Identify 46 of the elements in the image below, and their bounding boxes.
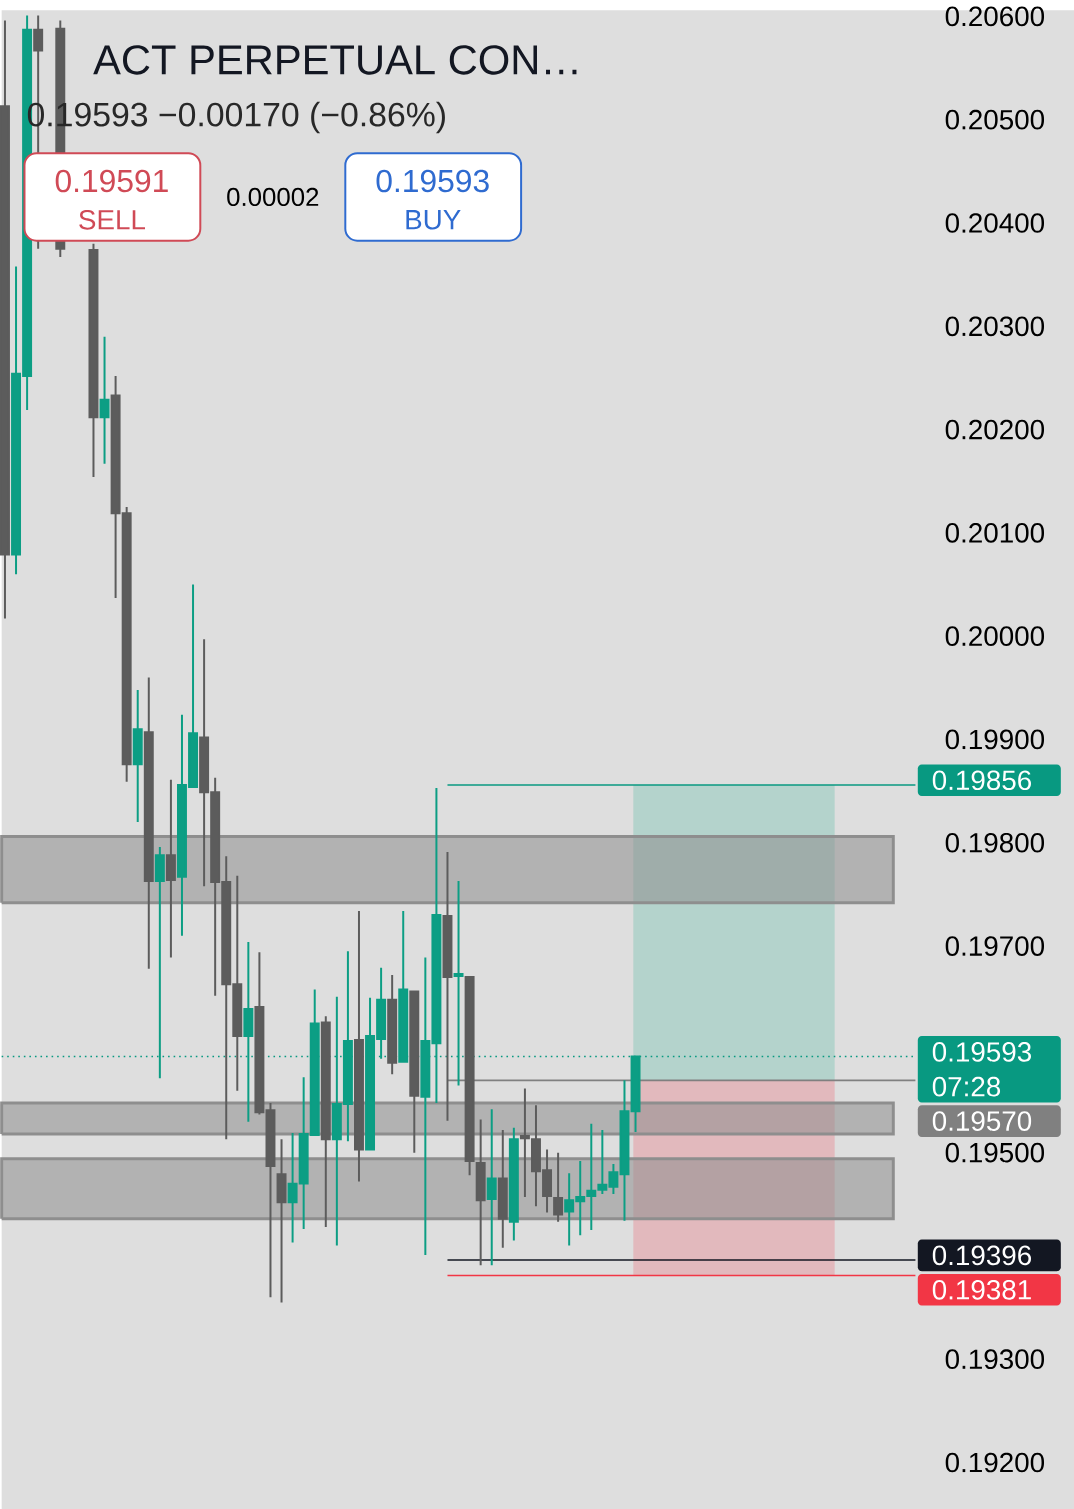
- candlestick: [99, 335, 110, 465]
- y-tick-label: 0.20600: [945, 6, 1044, 27]
- annotation: SELL: [79, 209, 145, 230]
- candlestick: [353, 909, 364, 1183]
- candlestick: [409, 990, 420, 1154]
- y-tick-label: 0.19500: [945, 1142, 1044, 1163]
- ref-line-label: 0.19856: [932, 770, 1031, 791]
- y-tick-label: 0.20200: [945, 419, 1044, 440]
- candlestick: [486, 1108, 497, 1267]
- candlestick: [0, 19, 10, 620]
- candlestick: [508, 1126, 519, 1242]
- y-tick-label: 0.20000: [945, 626, 1044, 647]
- candlestick: [398, 909, 409, 1063]
- y-tick-label: 0.19300: [945, 1349, 1044, 1370]
- candlestick: [254, 951, 265, 1116]
- candlestick: [475, 1118, 486, 1267]
- candlestick: [165, 778, 176, 959]
- candlestick: [88, 242, 99, 479]
- y-tick-label: 0.19700: [945, 936, 1044, 956]
- text: ACT PERPETUAL CON…: [93, 45, 577, 75]
- y-tick-label: 0.20500: [945, 109, 1044, 130]
- candlestick: [619, 1079, 630, 1222]
- annotation: 0.00002: [227, 187, 319, 207]
- y-tick-label: 0.20300: [945, 316, 1044, 337]
- candlestick: [276, 1138, 287, 1304]
- annotation: BUY: [406, 210, 461, 230]
- candlestick: [497, 1128, 508, 1249]
- candlestick: [442, 851, 453, 1122]
- candlestick: [132, 688, 143, 824]
- candlestick: [320, 1015, 331, 1229]
- y-tick-label: 0.20400: [945, 213, 1044, 233]
- annotation: 0.19593: [376, 169, 489, 193]
- ref-line-label: 0.19396: [932, 1245, 1031, 1266]
- candlestick: [387, 973, 397, 1076]
- y-tick-label: 0.19900: [945, 729, 1044, 750]
- candlestick: [265, 1102, 276, 1299]
- candlestick: [143, 676, 154, 970]
- candlestick: [552, 1151, 563, 1223]
- annotation: 0.19591: [55, 169, 168, 193]
- y-tick-label: 0.19800: [945, 832, 1044, 853]
- ref-line-label: 0.19593 07:28: [932, 1042, 1031, 1097]
- y-tick-label: 0.19200: [945, 1452, 1044, 1473]
- ref-line-label: 0.19570: [932, 1111, 1031, 1131]
- candlestick: [464, 976, 475, 1177]
- y-tick-label: 0.20100: [945, 523, 1044, 543]
- ref-line-label: 0.19381: [932, 1279, 1031, 1300]
